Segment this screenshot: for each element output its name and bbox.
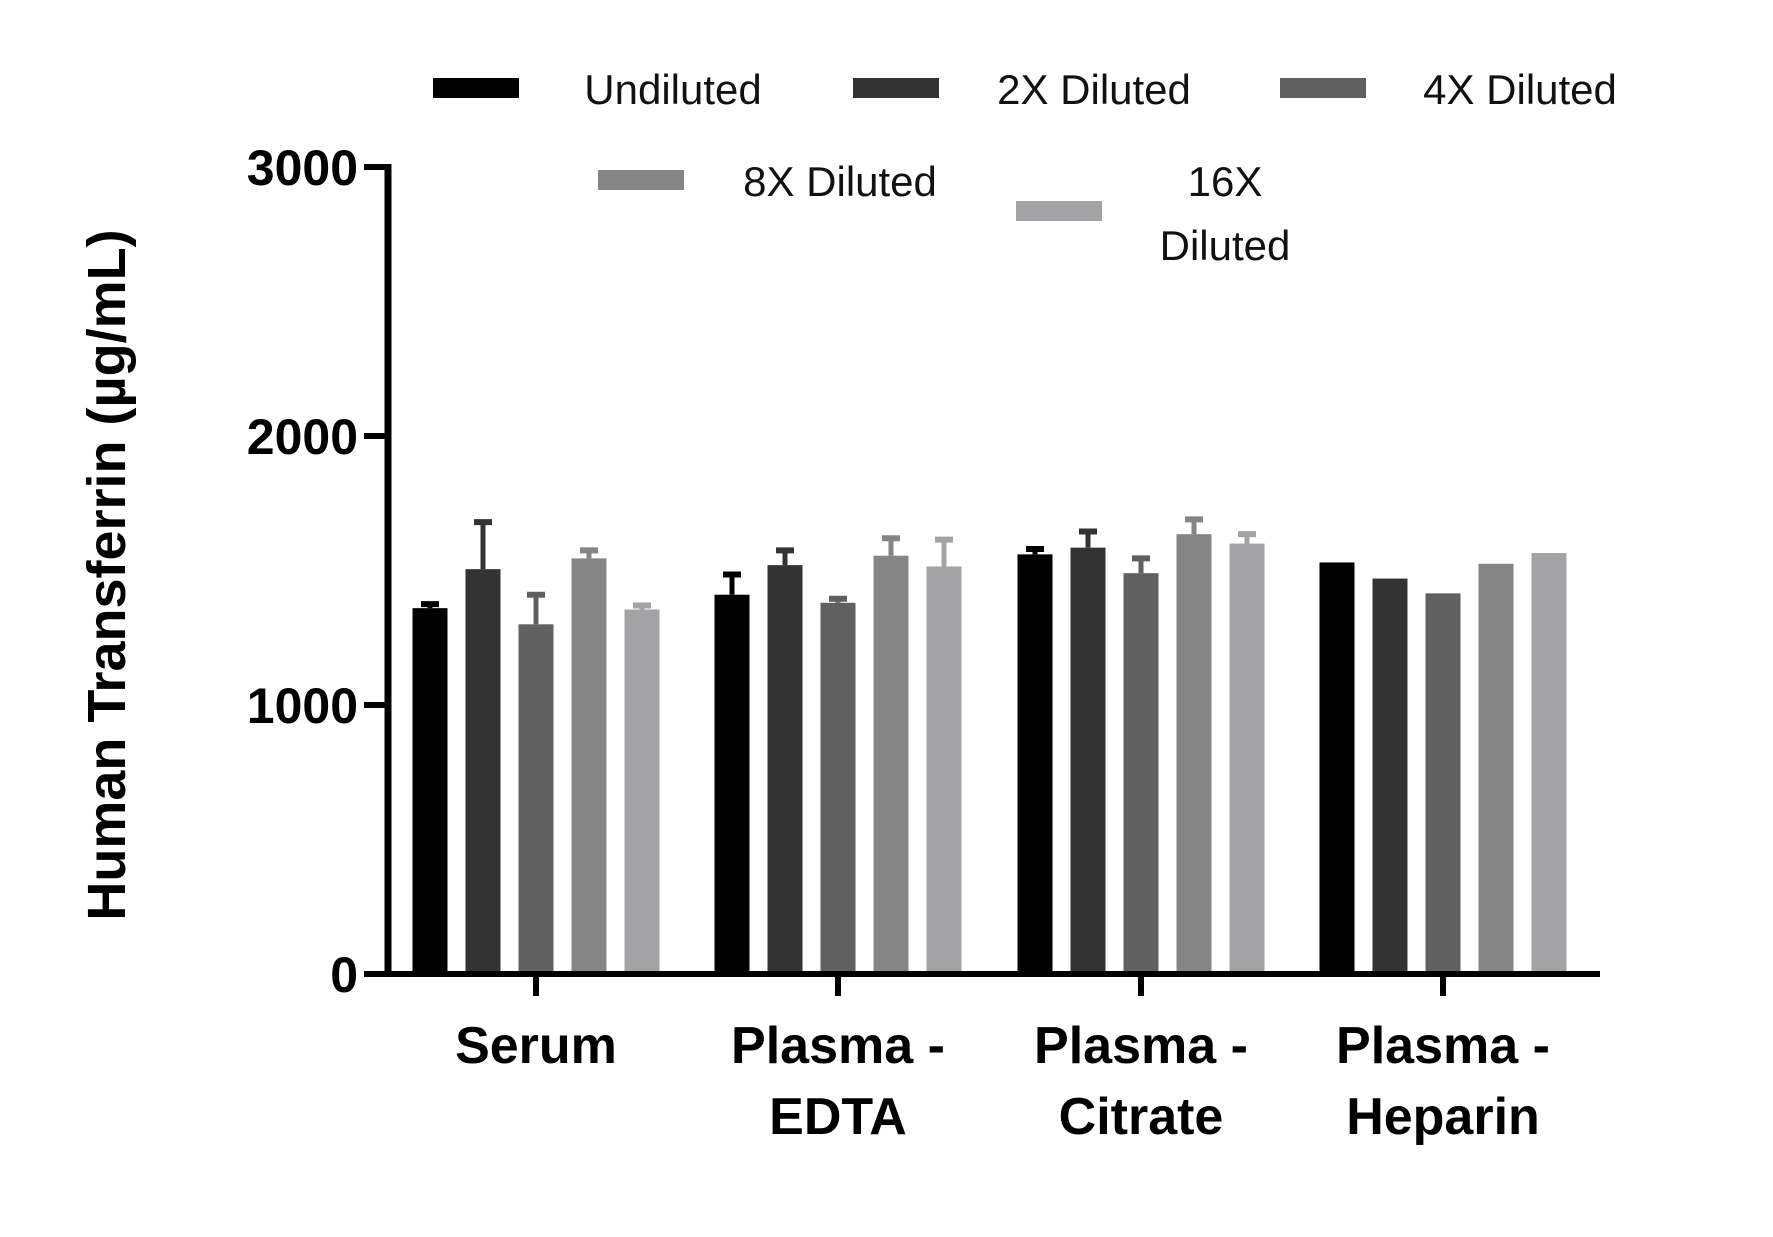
y-tick-label-1: 1000	[247, 678, 358, 734]
bar-s3-c1	[873, 555, 909, 974]
x-tick-label-3-line-0: Plasma -	[1336, 1017, 1550, 1075]
legend: Undiluted 2X Diluted 4X Diluted 8X Diluted 1…	[433, 66, 1617, 269]
legend-swatch-1	[853, 78, 939, 98]
legend-label-2: 4X Diluted	[1423, 66, 1617, 113]
error-bars	[421, 516, 1256, 625]
bar-s1-c3	[1372, 578, 1408, 974]
legend-swatch-3	[598, 170, 684, 190]
x-tick-label-2-line-0: Plasma -	[1034, 1017, 1248, 1075]
bar-s2-c0	[518, 624, 554, 974]
legend-swatch-2	[1280, 78, 1366, 98]
legend-label-3-line-0: 8X Diluted	[743, 158, 937, 205]
bar-s4-c2	[1229, 543, 1265, 974]
legend-label-4-line-1: Diluted	[1160, 222, 1291, 269]
bar-s0-c3	[1319, 562, 1355, 974]
legend-label-1: 2X Diluted	[997, 66, 1191, 113]
legend-label-0: Undiluted	[584, 66, 761, 113]
x-tick-label-3: Plasma - Heparin	[1336, 1017, 1550, 1146]
bar-s2-c3	[1425, 593, 1461, 974]
legend-label-1-line-0: 2X Diluted	[997, 66, 1191, 113]
y-tick-label-0: 0	[330, 947, 358, 1003]
x-tick-label-1-line-0: Plasma -	[731, 1017, 945, 1075]
legend-label-2-line-0: 4X Diluted	[1423, 66, 1617, 113]
legend-label-3: 8X Diluted	[743, 158, 937, 205]
bar-s2-c2	[1123, 573, 1159, 974]
y-tick-label-2: 2000	[247, 409, 358, 465]
legend-label-4: 16X Diluted	[1160, 158, 1291, 269]
x-tick-label-0: Serum	[455, 1017, 617, 1075]
y-axis-label-group: Human Transferrin (µg/mL)	[77, 229, 137, 920]
bar-s4-c3	[1531, 553, 1567, 974]
bar-s4-c0	[624, 609, 660, 974]
bar-s0-c2	[1017, 554, 1053, 974]
bar-s3-c3	[1478, 563, 1514, 974]
bar-s4-c1	[926, 566, 962, 974]
x-tick-label-1-line-1: EDTA	[769, 1088, 907, 1146]
bar-s3-c2	[1176, 534, 1212, 974]
legend-label-0-line-0: Undiluted	[584, 66, 761, 113]
bars	[412, 534, 1567, 974]
x-tick-label-2: Plasma - Citrate	[1034, 1017, 1248, 1146]
bar-s1-c1	[767, 565, 803, 974]
y-axis-label: Human Transferrin (µg/mL)	[77, 229, 137, 920]
legend-swatch-0	[433, 78, 519, 98]
bar-s1-c2	[1070, 547, 1106, 974]
bar-s0-c0	[412, 608, 448, 974]
legend-label-4-line-0: 16X	[1188, 158, 1263, 205]
x-tick-label-3-line-1: Heparin	[1346, 1088, 1540, 1146]
x-tick-label-0-line-0: Serum	[455, 1017, 617, 1075]
bar-s1-c0	[465, 569, 501, 974]
x-tick-label-2-line-1: Citrate	[1059, 1088, 1224, 1146]
axes: 0 1000 2000 3000 Serum Plasma - EDTA Plasma - Ci…	[247, 140, 1600, 1146]
legend-swatch-4	[1016, 201, 1102, 221]
x-tick-label-1: Plasma - EDTA	[731, 1017, 945, 1146]
bar-s0-c1	[714, 594, 750, 974]
bar-s3-c0	[571, 558, 607, 974]
y-tick-label-3: 3000	[247, 140, 358, 196]
bar-s2-c1	[820, 602, 856, 974]
